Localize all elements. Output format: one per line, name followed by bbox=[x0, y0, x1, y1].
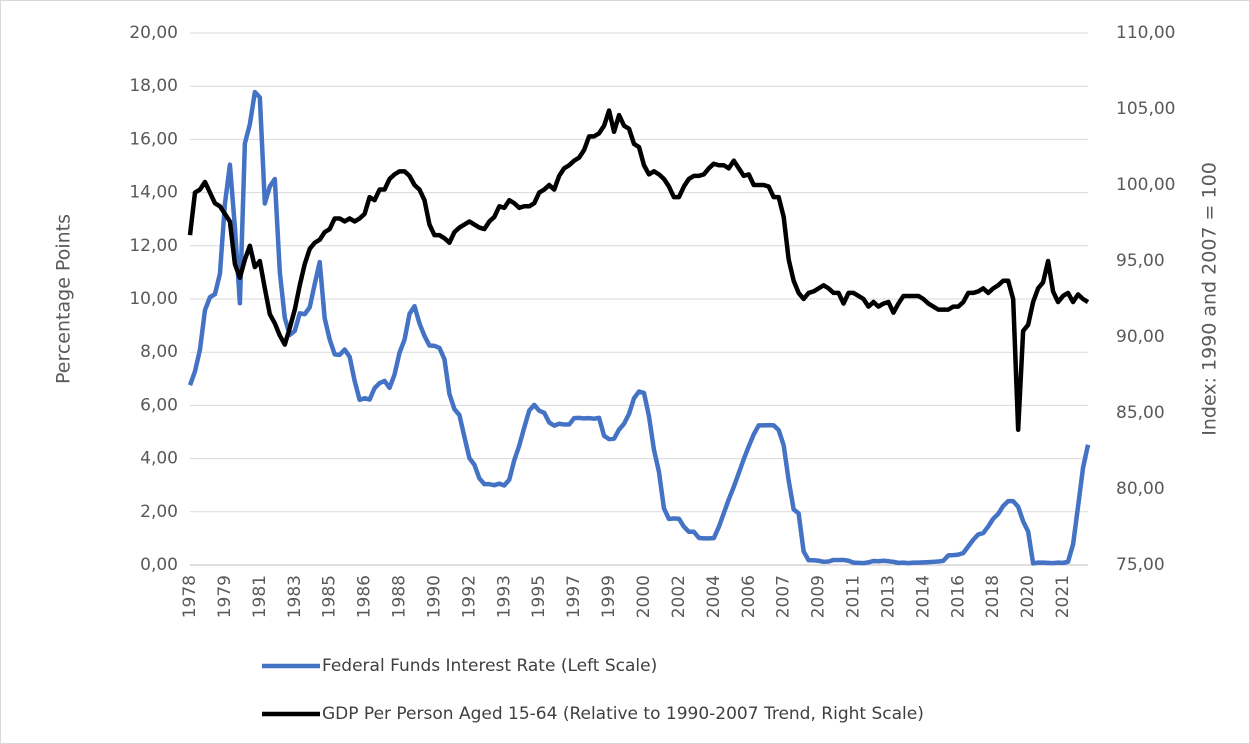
series-line bbox=[187, 89, 1091, 566]
x-tick-label: 1995 bbox=[529, 575, 549, 618]
x-tick-label: 1990 bbox=[424, 575, 444, 618]
x-tick-label: 1997 bbox=[564, 575, 584, 618]
x-tick-label: 1988 bbox=[390, 575, 410, 618]
y2-tick-label: 85,00 bbox=[1116, 403, 1165, 423]
x-tick-label: 1983 bbox=[285, 575, 305, 618]
y2-axis-title: Index: 1990 and 2007 = 100 bbox=[1199, 162, 1221, 436]
x-tick-label: 2020 bbox=[1018, 575, 1038, 618]
x-tick-label: 2004 bbox=[704, 575, 724, 618]
y2-tick-label: 75,00 bbox=[1116, 555, 1165, 575]
x-tick-label: 2000 bbox=[634, 575, 654, 618]
y-tick-label: 20,00 bbox=[129, 23, 178, 43]
x-tick-label: 1985 bbox=[320, 575, 340, 618]
x-tick-label: 2011 bbox=[844, 575, 864, 618]
y-tick-label: 16,00 bbox=[129, 129, 178, 149]
legend-label: GDP Per Person Aged 15-64 (Relative to 1… bbox=[322, 704, 924, 724]
x-tick-label: 1992 bbox=[459, 575, 479, 618]
x-tick-label: 2006 bbox=[739, 575, 759, 618]
x-tick-label: 2002 bbox=[669, 575, 689, 618]
y2-tick-label: 95,00 bbox=[1116, 251, 1165, 271]
x-tick-label: 2018 bbox=[983, 575, 1003, 618]
y-tick-label: 4,00 bbox=[140, 449, 178, 469]
y-tick-label: 6,00 bbox=[140, 395, 178, 415]
y-tick-label: 14,00 bbox=[129, 183, 178, 203]
x-tick-label: 2009 bbox=[809, 575, 829, 618]
x-tick-label: 2007 bbox=[774, 575, 794, 618]
x-tick-label: 2013 bbox=[878, 575, 898, 618]
x-tick-label: 1986 bbox=[355, 575, 375, 618]
x-tick-label: 2016 bbox=[948, 575, 968, 618]
y-axis-title: Percentage Points bbox=[53, 214, 75, 384]
x-tick-label: 1979 bbox=[215, 575, 235, 618]
y2-tick-label: 90,00 bbox=[1116, 327, 1165, 347]
y-tick-label: 2,00 bbox=[140, 502, 178, 522]
y2-tick-label: 80,00 bbox=[1116, 479, 1165, 499]
y-tick-label: 0,00 bbox=[140, 555, 178, 575]
legend-label: Federal Funds Interest Rate (Left Scale) bbox=[322, 656, 657, 676]
y-tick-label: 12,00 bbox=[129, 236, 178, 256]
x-tick-label: 1993 bbox=[494, 575, 514, 618]
y2-tick-label: 110,00 bbox=[1116, 23, 1175, 43]
x-tick-label: 1999 bbox=[599, 575, 619, 618]
y2-tick-label: 105,00 bbox=[1116, 99, 1175, 119]
x-tick-label: 1981 bbox=[250, 575, 270, 618]
y-tick-label: 10,00 bbox=[129, 289, 178, 309]
x-tick-label: 2021 bbox=[1053, 575, 1073, 618]
x-tick-label: 2014 bbox=[913, 575, 933, 618]
y-tick-label: 8,00 bbox=[140, 342, 178, 362]
y-tick-label: 18,00 bbox=[129, 76, 178, 96]
series-line bbox=[187, 108, 1090, 432]
y2-tick-label: 100,00 bbox=[1116, 175, 1175, 195]
x-tick-label: 1978 bbox=[180, 575, 200, 618]
